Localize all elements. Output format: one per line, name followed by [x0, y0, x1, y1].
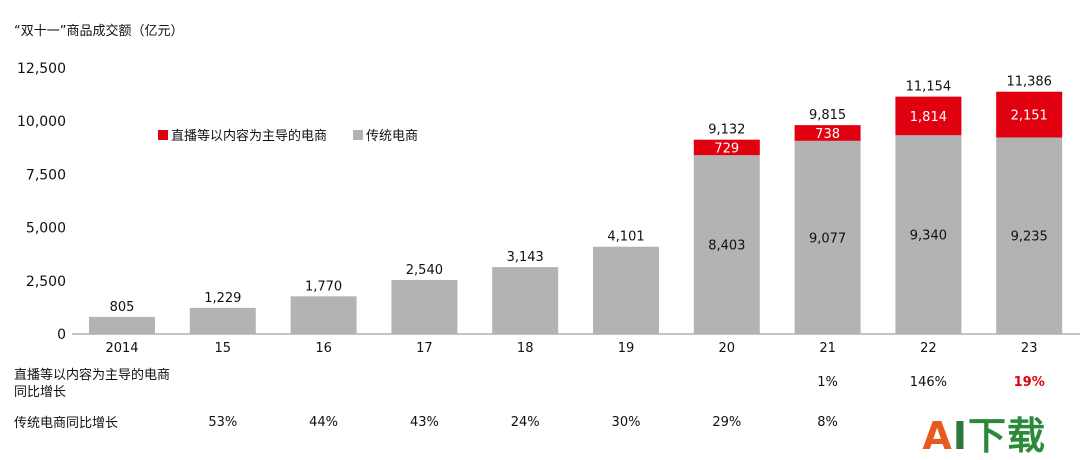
legend-swatch-live — [158, 130, 168, 140]
bar-traditional — [492, 267, 559, 334]
growth-value: 43% — [409, 415, 439, 430]
growth-value: 53% — [208, 415, 238, 430]
bar-live — [693, 139, 760, 156]
growth-value: 19% — [1013, 375, 1045, 390]
bars: 805 1,229 1,770 2,540 3,143 4,101 729 8,403 9,13… — [89, 75, 1063, 334]
bar-traditional — [89, 316, 155, 334]
bar-live-label: 1,814 — [910, 110, 947, 125]
x-tick-label: 23 — [1021, 341, 1038, 356]
growth-value: 146% — [909, 375, 947, 390]
y-tick-label: 2,500 — [26, 274, 66, 290]
row1-label: 直播等以内容为主导的电商 同比增长 — [14, 367, 170, 401]
y-axis: 0 2,500 5,000 7,500 10,000 12,500 — [17, 61, 66, 343]
x-tick-label: 20 — [719, 341, 736, 356]
growth-value: 1% — [817, 375, 838, 390]
growth-value: 30% — [611, 415, 641, 430]
bar-total-label: 9,132 — [708, 123, 745, 138]
x-tick-label: 19 — [618, 341, 635, 356]
bar-total-label: 11,386 — [1006, 75, 1052, 90]
bar-total-label: 805 — [110, 300, 135, 315]
bar-traditional-label: 9,235 — [1011, 230, 1048, 245]
growth-value: 44% — [309, 415, 339, 430]
bar-traditional — [290, 296, 357, 334]
bar-total-label: 1,770 — [305, 279, 342, 294]
bar-traditional — [794, 140, 861, 334]
bar-traditional — [693, 155, 760, 334]
bar-traditional-label: 9,340 — [910, 229, 947, 244]
row1-label-line1: 直播等以内容为主导的电商 — [14, 368, 171, 383]
y-tick-label: 5,000 — [26, 221, 66, 237]
y-tick-label: 0 — [57, 327, 66, 343]
x-tick-label: 15 — [215, 341, 232, 356]
bar-traditional — [895, 135, 962, 334]
legend: 直播等以内容为主导的电商 传统电商 — [158, 128, 418, 144]
growth-value: 24% — [510, 415, 540, 430]
bar-live — [794, 125, 861, 141]
bar-total-label: 3,143 — [507, 250, 544, 265]
row2-label: 传统电商同比增长 — [14, 416, 119, 431]
x-tick-label: 16 — [315, 341, 332, 356]
legend-label-live: 直播等以内容为主导的电商 — [171, 128, 327, 144]
growth-value: 8% — [817, 415, 838, 430]
x-axis-ticks: 2014 15 16 17 18 19 20 21 22 23 — [105, 341, 1037, 356]
watermark-i: I — [952, 414, 968, 458]
watermark-a: A — [922, 414, 953, 458]
y-tick-label: 7,500 — [26, 167, 66, 183]
bar-traditional-label: 8,403 — [708, 239, 745, 254]
bar-total-label: 2,540 — [406, 263, 443, 278]
bar-traditional — [391, 279, 458, 334]
bar-live — [996, 91, 1063, 138]
bar-traditional — [996, 137, 1063, 334]
bar-total-label: 1,229 — [204, 291, 241, 306]
legend-label-traditional: 传统电商 — [366, 129, 418, 144]
bar-traditional — [593, 246, 659, 334]
row1-label-line2: 同比增长 — [14, 385, 67, 400]
bar-live-label: 729 — [714, 141, 739, 156]
x-tick-label: 22 — [920, 341, 937, 356]
y-tick-label: 10,000 — [17, 114, 66, 130]
bar-traditional — [189, 307, 256, 334]
bar-live-label: 2,151 — [1011, 109, 1048, 124]
bar-total-label: 4,101 — [607, 230, 644, 245]
chart: “双十一”商品成交额（亿元） 0 2,500 5,000 7,500 10,000 12,… — [14, 23, 1080, 356]
watermark: AI下载 — [922, 405, 1046, 460]
bar-traditional-label: 9,077 — [809, 231, 846, 246]
chart-title: “双十一”商品成交额（亿元） — [14, 23, 183, 39]
x-tick-label: 18 — [517, 341, 534, 356]
x-tick-label: 21 — [819, 341, 836, 356]
bar-live — [895, 96, 962, 136]
x-tick-label: 2014 — [105, 341, 138, 356]
bar-live-label: 738 — [815, 127, 840, 142]
growth-value: 29% — [712, 415, 742, 430]
legend-swatch-traditional — [353, 130, 363, 140]
bar-total-label: 9,815 — [809, 108, 846, 123]
y-tick-label: 12,500 — [17, 61, 66, 77]
bar-total-label: 11,154 — [906, 80, 952, 95]
watermark-rest: 下载 — [967, 414, 1046, 458]
x-tick-label: 17 — [416, 341, 433, 356]
